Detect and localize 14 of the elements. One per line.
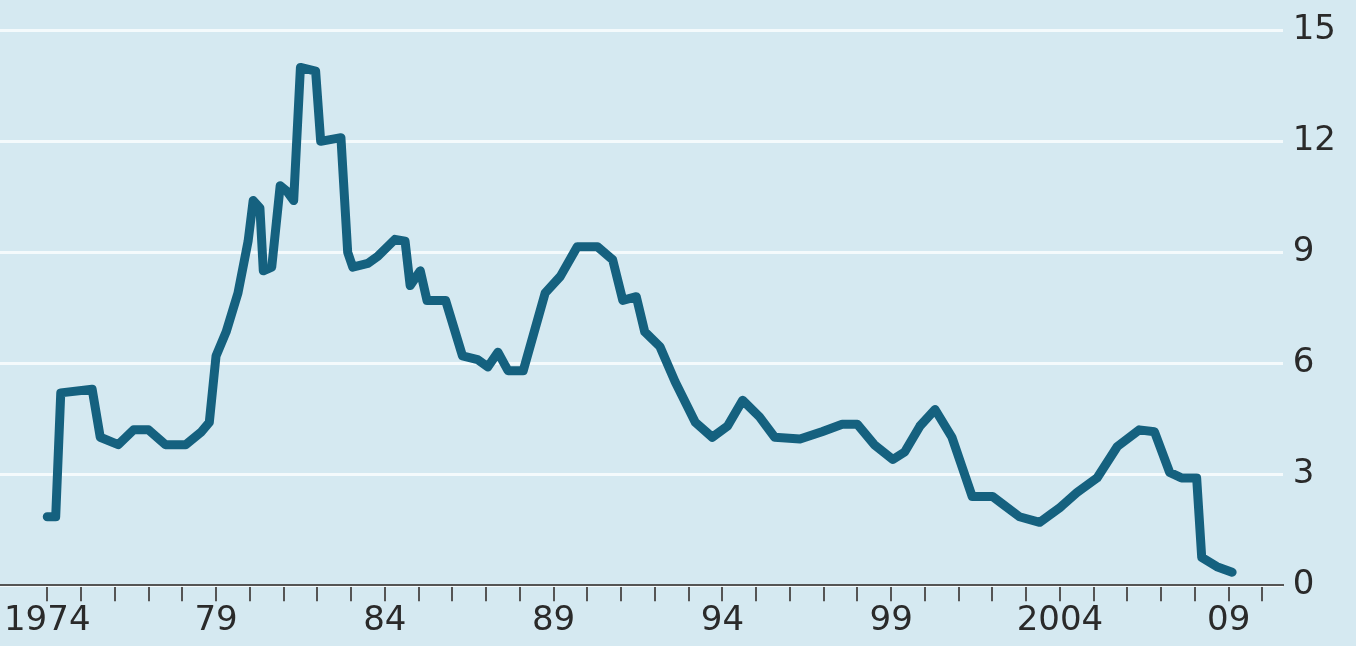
x-tick-label: 09 (1207, 598, 1251, 639)
y-tick-label: 12 (1292, 118, 1336, 159)
x-tick-label: 2004 (1016, 598, 1104, 639)
x-tick-label: 94 (700, 598, 745, 639)
x-tick-label: 79 (194, 598, 238, 639)
y-tick-label: 0 (1292, 562, 1315, 603)
y-tick-label: 15 (1292, 7, 1336, 48)
x-tick-label: 89 (531, 598, 576, 639)
x-tick-label: 99 (869, 598, 913, 639)
x-tick-label: 84 (363, 598, 407, 639)
y-tick-label: 6 (1292, 340, 1315, 381)
y-tick-label: 9 (1292, 229, 1315, 270)
x-tick-label: 1974 (3, 598, 91, 639)
y-tick-label: 3 (1292, 451, 1315, 492)
